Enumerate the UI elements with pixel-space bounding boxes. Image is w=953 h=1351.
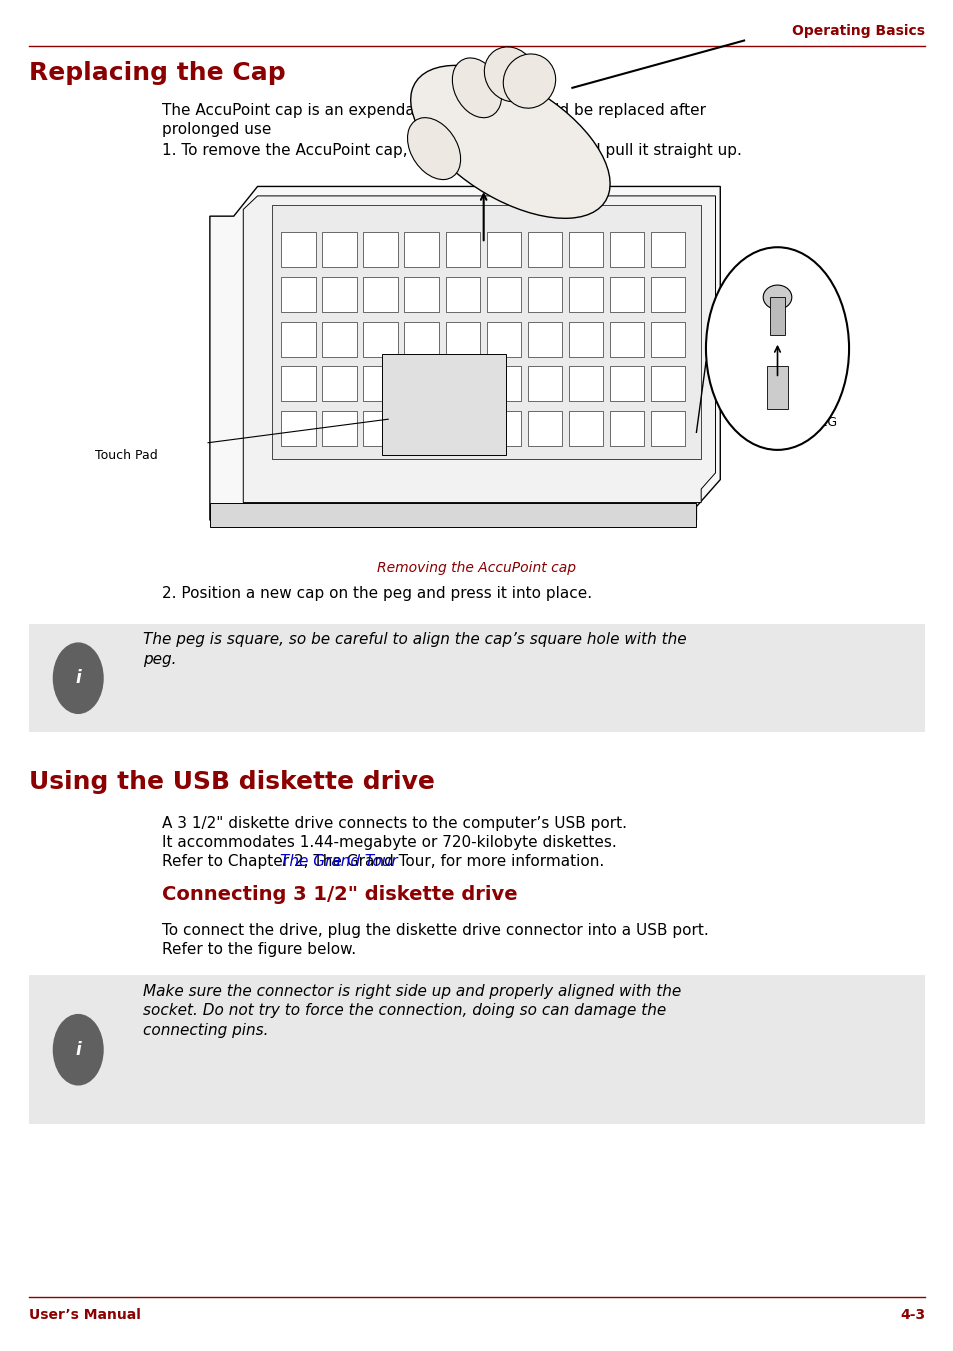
Text: i: i <box>75 669 81 688</box>
Bar <box>650 366 684 401</box>
Bar <box>281 366 315 401</box>
Text: To connect the drive, plug the diskette drive connector into a USB port.: To connect the drive, plug the diskette … <box>162 923 708 938</box>
Text: Refer to the figure below.: Refer to the figure below. <box>162 942 355 957</box>
Bar <box>486 366 520 401</box>
Text: The Grand Tour: The Grand Tour <box>280 854 397 869</box>
Bar <box>486 411 520 446</box>
Bar <box>568 366 602 401</box>
Bar <box>650 232 684 267</box>
Bar <box>445 277 479 312</box>
Bar <box>322 411 356 446</box>
Bar <box>486 232 520 267</box>
Text: 2. Position a new cap on the peg and press it into place.: 2. Position a new cap on the peg and pre… <box>162 586 592 601</box>
Bar <box>363 277 397 312</box>
Bar <box>381 354 505 455</box>
Ellipse shape <box>407 118 460 180</box>
Bar <box>486 322 520 357</box>
Ellipse shape <box>410 65 610 219</box>
Bar <box>445 366 479 401</box>
Bar <box>281 277 315 312</box>
Text: The AccuPoint cap is an expendable item that should be replaced after: The AccuPoint cap is an expendable item … <box>162 103 705 118</box>
Bar <box>322 366 356 401</box>
Bar <box>650 411 684 446</box>
Bar <box>769 297 784 335</box>
Text: It accommodates 1.44-megabyte or 720-kilobyte diskettes.: It accommodates 1.44-megabyte or 720-kil… <box>162 835 617 850</box>
Text: Replacing the Cap: Replacing the Cap <box>29 61 285 85</box>
Bar <box>568 411 602 446</box>
Bar <box>322 232 356 267</box>
Bar <box>609 232 643 267</box>
Bar <box>363 366 397 401</box>
Bar <box>281 411 315 446</box>
Ellipse shape <box>762 285 791 309</box>
Text: The peg is square, so be careful to align the cap’s square hole with the
peg.: The peg is square, so be careful to alig… <box>143 632 686 667</box>
Bar <box>445 322 479 357</box>
Text: Connecting 3 1/2" diskette drive: Connecting 3 1/2" diskette drive <box>162 885 517 904</box>
Bar <box>404 322 438 357</box>
Text: i: i <box>75 1040 81 1059</box>
Bar <box>568 277 602 312</box>
Bar <box>281 232 315 267</box>
Bar <box>609 411 643 446</box>
Text: Refer to Chapter 2, The Grand Tour, for more information.: Refer to Chapter 2, The Grand Tour, for … <box>162 854 604 869</box>
Bar <box>527 411 561 446</box>
Bar <box>404 366 438 401</box>
Text: prolonged use: prolonged use <box>162 122 272 136</box>
Bar <box>363 411 397 446</box>
Ellipse shape <box>503 54 555 108</box>
FancyBboxPatch shape <box>29 975 924 1124</box>
Circle shape <box>705 247 848 450</box>
Bar <box>527 322 561 357</box>
Text: A 3 1/2" diskette drive connects to the computer’s USB port.: A 3 1/2" diskette drive connects to the … <box>162 816 626 831</box>
Bar <box>322 277 356 312</box>
Bar <box>609 277 643 312</box>
Text: Make sure the connector is right side up and properly aligned with the
socket. D: Make sure the connector is right side up… <box>143 984 680 1038</box>
Polygon shape <box>210 186 720 520</box>
Text: 1. To remove the AccuPoint cap, firmly grasp the cap and pull it straight up.: 1. To remove the AccuPoint cap, firmly g… <box>162 143 741 158</box>
Bar <box>281 322 315 357</box>
Text: User’s Manual: User’s Manual <box>29 1308 140 1321</box>
Bar <box>486 277 520 312</box>
Circle shape <box>53 643 103 713</box>
Bar <box>568 232 602 267</box>
Bar <box>404 232 438 267</box>
Bar <box>445 411 479 446</box>
Bar <box>322 322 356 357</box>
Bar <box>609 366 643 401</box>
Ellipse shape <box>452 58 501 118</box>
Polygon shape <box>272 205 700 459</box>
Bar <box>404 411 438 446</box>
Bar <box>527 277 561 312</box>
Circle shape <box>53 1015 103 1085</box>
Text: Using the USB diskette drive: Using the USB diskette drive <box>29 770 434 794</box>
Polygon shape <box>243 196 715 503</box>
Bar <box>527 366 561 401</box>
Bar <box>609 322 643 357</box>
Bar <box>650 322 684 357</box>
Text: Operating Basics: Operating Basics <box>792 24 924 38</box>
FancyBboxPatch shape <box>29 624 924 732</box>
Bar <box>445 232 479 267</box>
Text: 4-3: 4-3 <box>900 1308 924 1321</box>
Bar <box>363 232 397 267</box>
Bar <box>766 366 787 409</box>
Polygon shape <box>210 503 696 527</box>
Bar <box>363 322 397 357</box>
Bar <box>404 277 438 312</box>
Bar <box>568 322 602 357</box>
Bar <box>650 277 684 312</box>
Text: PEG: PEG <box>812 416 837 430</box>
Bar <box>527 232 561 267</box>
Ellipse shape <box>484 47 536 101</box>
Text: Touch Pad: Touch Pad <box>95 449 158 462</box>
Text: Removing the AccuPoint cap: Removing the AccuPoint cap <box>377 561 576 574</box>
